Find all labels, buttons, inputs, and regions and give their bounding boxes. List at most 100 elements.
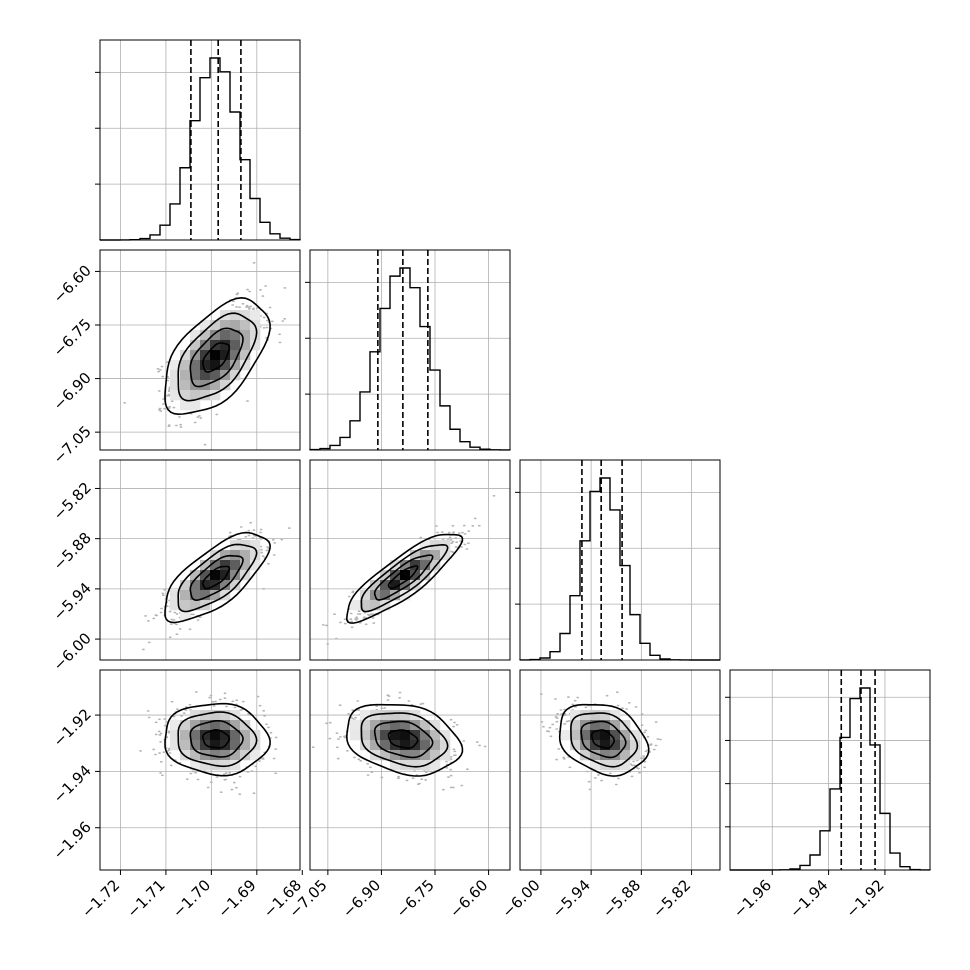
density-cell bbox=[420, 740, 431, 751]
histogram-panel-0 bbox=[95, 39, 301, 241]
density-cell bbox=[390, 730, 401, 741]
density-cell bbox=[250, 750, 261, 761]
y-tick-label: −5.82 bbox=[50, 479, 95, 524]
contour-line bbox=[202, 728, 231, 749]
density-cell bbox=[240, 310, 251, 321]
density-cell bbox=[180, 720, 191, 731]
panel-frame bbox=[99, 669, 301, 871]
density-cell bbox=[410, 570, 421, 581]
density-cell bbox=[210, 570, 221, 581]
contour-line bbox=[360, 543, 449, 613]
density-cell bbox=[610, 750, 621, 761]
y-tick-label: −5.88 bbox=[50, 529, 95, 574]
density-cell bbox=[180, 580, 191, 591]
density-cell bbox=[210, 740, 221, 751]
density-panel-2-1 bbox=[309, 459, 511, 661]
density-cell bbox=[390, 570, 401, 581]
density-cell bbox=[230, 370, 241, 381]
density-cell bbox=[200, 330, 211, 341]
density-cell bbox=[420, 570, 431, 581]
contour-line bbox=[345, 533, 464, 624]
panel-frame bbox=[309, 459, 511, 661]
density-cell bbox=[220, 720, 231, 731]
density-cell bbox=[170, 740, 181, 751]
density-cell bbox=[240, 360, 251, 371]
x-tick-label: −5.88 bbox=[599, 876, 644, 921]
histogram-panel-1 bbox=[305, 249, 511, 451]
density-cell bbox=[230, 320, 241, 331]
density-panel-3-0 bbox=[99, 669, 301, 871]
density-cell bbox=[190, 360, 201, 371]
histogram-step bbox=[99, 57, 301, 241]
density-cell bbox=[200, 570, 211, 581]
density-cell bbox=[630, 740, 641, 751]
density-cell bbox=[430, 720, 441, 731]
density-cell bbox=[390, 590, 401, 601]
x-tick-label: −6.00 bbox=[499, 876, 544, 921]
density-cell bbox=[170, 380, 181, 391]
density-cell bbox=[440, 740, 451, 751]
density-cell bbox=[600, 720, 611, 731]
density-cell bbox=[210, 370, 221, 381]
density-cell bbox=[220, 320, 231, 331]
y-tick-label: −7.05 bbox=[50, 422, 95, 467]
density-cell bbox=[420, 720, 431, 731]
density-cell bbox=[600, 740, 611, 751]
density-cell bbox=[230, 360, 241, 371]
density-cell bbox=[210, 330, 221, 341]
density-cell bbox=[220, 360, 231, 371]
x-tick-label: −1.72 bbox=[78, 876, 123, 921]
density-cell bbox=[350, 730, 361, 741]
density-cell bbox=[250, 550, 261, 561]
density-cell bbox=[180, 380, 191, 391]
density-cell bbox=[380, 720, 391, 731]
density-cell bbox=[420, 560, 431, 571]
density-cell bbox=[170, 590, 181, 601]
density-cell bbox=[390, 710, 401, 721]
density-cell bbox=[170, 720, 181, 731]
contour-line bbox=[177, 711, 258, 768]
density-cell bbox=[570, 710, 581, 721]
density-cell bbox=[180, 400, 191, 411]
density-cell bbox=[220, 340, 231, 351]
contour-line bbox=[164, 702, 271, 777]
contour-line bbox=[189, 720, 244, 758]
density-cell bbox=[200, 370, 211, 381]
panel-frame bbox=[99, 249, 301, 451]
density-cell bbox=[230, 760, 241, 771]
density-cell bbox=[220, 730, 231, 741]
contour-line bbox=[387, 729, 419, 749]
density-cell bbox=[170, 370, 181, 381]
density-cell bbox=[190, 750, 201, 761]
density-cell bbox=[360, 720, 371, 731]
density-cell bbox=[360, 590, 371, 601]
density-cell bbox=[410, 750, 421, 761]
density-cell bbox=[220, 330, 231, 341]
density-cell bbox=[200, 340, 211, 351]
density-cell bbox=[210, 350, 221, 361]
density-cell bbox=[410, 760, 421, 771]
density-content bbox=[311, 691, 487, 791]
density-cell bbox=[190, 370, 201, 381]
density-cell bbox=[430, 560, 441, 571]
contour-line bbox=[189, 327, 244, 388]
density-cell bbox=[220, 750, 231, 761]
histogram-step bbox=[730, 687, 931, 871]
contour-line bbox=[202, 565, 231, 590]
panel-frame bbox=[309, 669, 511, 871]
density-cell bbox=[570, 740, 581, 751]
histogram-panel-2 bbox=[515, 459, 721, 661]
density-cell bbox=[230, 350, 241, 361]
density-cell bbox=[220, 380, 231, 391]
density-content bbox=[321, 495, 496, 645]
density-cell bbox=[400, 570, 411, 581]
density-cell bbox=[200, 320, 211, 331]
x-tick-label: −5.82 bbox=[649, 876, 694, 921]
density-cell bbox=[190, 740, 201, 751]
panel-frame bbox=[519, 459, 721, 661]
density-cell bbox=[190, 760, 201, 771]
panel-frame bbox=[99, 459, 301, 661]
density-cell bbox=[370, 580, 381, 591]
density-cell bbox=[410, 730, 421, 741]
